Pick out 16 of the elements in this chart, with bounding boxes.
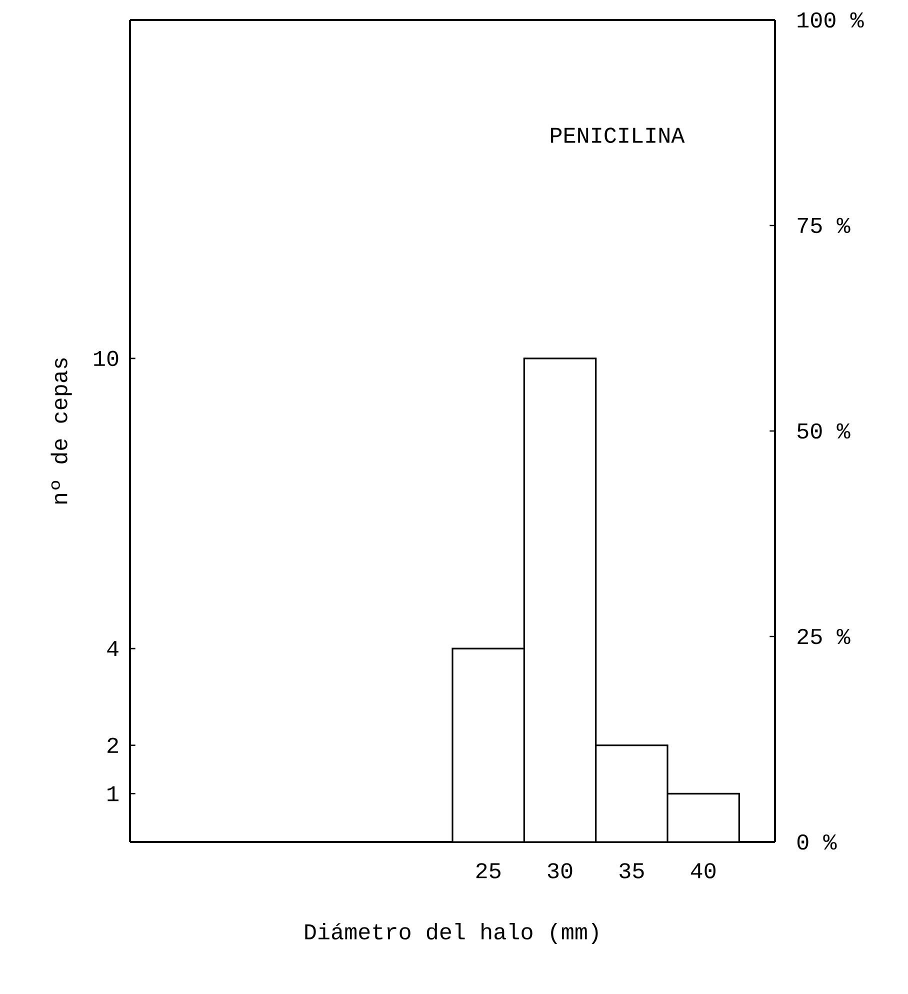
x-tick-label: 40 — [690, 863, 716, 878]
y2-tick-label: 75 % — [798, 218, 850, 234]
y2-tick-label: 50 % — [798, 423, 850, 439]
x-tick-label: 30 — [548, 863, 572, 878]
y-tick-label: 2 — [108, 738, 118, 753]
y-tick-label: 10 — [94, 350, 118, 366]
x-tick-label: 25 — [476, 863, 500, 878]
text: PENICILINA — [551, 128, 685, 143]
y-tick-label: 1 — [108, 786, 118, 802]
y2-tick-label: 0 % — [797, 834, 837, 850]
y2-tick-label: 100 % — [798, 12, 864, 28]
y-axis-title: nº de cepas — [50, 358, 72, 504]
x-axis-title: Diámetro del halo (mm) — [305, 922, 598, 944]
y-tick-label: 4 — [107, 641, 118, 656]
y2-tick-label: 25 % — [798, 628, 850, 644]
x-tick-label: 35 — [620, 863, 644, 878]
